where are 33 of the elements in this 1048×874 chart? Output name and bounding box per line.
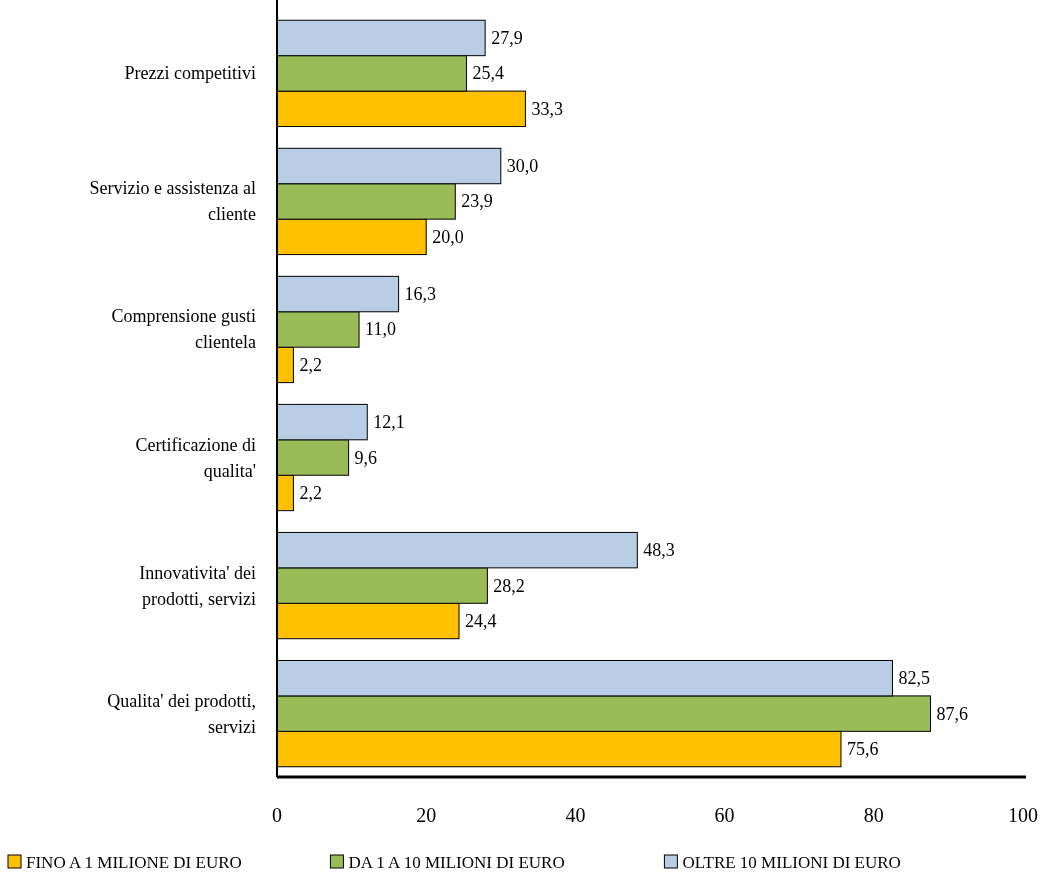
x-tick-label: 40 (565, 804, 586, 826)
y-tick-label: Servizio e assistenza al cliente (89, 178, 256, 225)
legend-label: FINO A 1 MILIONE DI EURO (26, 852, 242, 872)
data-label: 11,0 (365, 319, 396, 340)
data-label: 33,3 (531, 98, 563, 119)
y-tick-label: Comprensione gusti clientela (111, 306, 256, 353)
data-label: 30,0 (506, 156, 539, 176)
x-tick-label: 100 (1008, 804, 1038, 826)
data-label: 9,6 (354, 447, 378, 468)
x-tick-label: 20 (416, 804, 437, 826)
data-label: 20,0 (432, 226, 464, 247)
y-tick-label: Prezzi competitivi (124, 63, 256, 84)
data-label: 2,2 (299, 482, 322, 503)
legend-label: OLTRE 10 MILIONI DI EURO (682, 852, 901, 872)
data-label: 75,6 (846, 739, 879, 760)
data-label: 23,9 (461, 191, 493, 212)
x-tick-label: 0 (272, 804, 282, 826)
legend-label: DA 1 A 10 MILIONI DI EURO (348, 852, 565, 872)
y-tick-label: Qualita' dei prodotti, servizi (107, 690, 256, 737)
data-label: 87,6 (936, 703, 968, 724)
data-label: 12,1 (373, 412, 405, 433)
data-label: 25,4 (472, 63, 504, 84)
data-label: 24,4 (465, 611, 497, 631)
data-label: 27,9 (491, 27, 523, 48)
data-label: 16,3 (404, 284, 437, 305)
data-label: 48,3 (643, 540, 675, 561)
x-tick-label: 60 (714, 804, 735, 826)
y-tick-label: Certificazione di qualita' (135, 434, 256, 481)
data-label: 2,2 (299, 354, 322, 375)
x-tick-label: 80 (863, 804, 884, 826)
y-tick-label: Innovativita' dei prodotti, servizi (139, 562, 256, 609)
data-label: 82,5 (898, 668, 930, 689)
data-label: 28,2 (493, 575, 525, 596)
